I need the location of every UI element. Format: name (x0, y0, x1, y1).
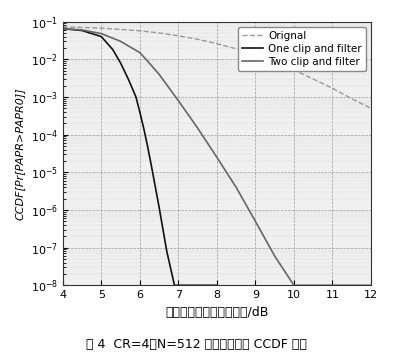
Legend: Orignal, One clip and filter, Two clip and filter: Orignal, One clip and filter, Two clip a… (238, 27, 366, 71)
Orignal (138, 29, 142, 33)
Orignal (311, 77, 316, 81)
One clip and filter (157, 205, 162, 209)
Line: One clip and filter: One clip and filter (63, 29, 217, 285)
Two clip and filter (234, 185, 239, 190)
One clip and filter (118, 61, 123, 65)
Two clip and filter (292, 283, 296, 288)
Two clip and filter (349, 283, 354, 288)
Orignal (369, 106, 373, 110)
One clip and filter (164, 249, 169, 253)
One clip and filter (172, 283, 177, 288)
X-axis label: 信号功率与平均功率之比/dB: 信号功率与平均功率之比/dB (165, 306, 268, 319)
Orignal (292, 68, 296, 72)
Orignal (80, 25, 84, 29)
Two clip and filter (311, 283, 316, 288)
Orignal (349, 97, 354, 101)
One clip and filter (61, 27, 65, 31)
Two clip and filter (145, 59, 150, 63)
Orignal (253, 53, 258, 57)
Y-axis label: CCDF[Pr[PAPR>PAPR0]]: CCDF[Pr[PAPR>PAPR0]] (15, 87, 25, 220)
Two clip and filter (176, 98, 181, 103)
Two clip and filter (138, 50, 142, 55)
One clip and filter (211, 283, 215, 288)
Two clip and filter (215, 155, 219, 159)
One clip and filter (99, 34, 104, 39)
Orignal (176, 34, 181, 38)
Orignal (61, 25, 65, 29)
Two clip and filter (118, 39, 123, 43)
Orignal (272, 60, 277, 64)
Two clip and filter (253, 219, 258, 223)
Two clip and filter (195, 126, 200, 130)
One clip and filter (80, 28, 84, 33)
Orignal (195, 37, 200, 42)
One clip and filter (134, 95, 138, 99)
One clip and filter (187, 283, 192, 288)
Orignal (107, 27, 111, 31)
One clip and filter (215, 283, 219, 288)
Orignal (234, 47, 239, 51)
Two clip and filter (61, 27, 65, 31)
One clip and filter (203, 283, 208, 288)
Line: Two clip and filter: Two clip and filter (63, 29, 371, 285)
Text: 图 4  CR=4，N=512 限幅滤波后的 CCDF 分布: 图 4 CR=4，N=512 限幅滤波后的 CCDF 分布 (86, 338, 307, 351)
Two clip and filter (157, 72, 162, 76)
One clip and filter (126, 77, 130, 81)
Two clip and filter (272, 254, 277, 258)
One clip and filter (149, 164, 154, 168)
Orignal (330, 86, 335, 91)
Orignal (118, 27, 123, 32)
One clip and filter (141, 126, 146, 130)
Two clip and filter (99, 32, 104, 36)
Line: Orignal: Orignal (63, 27, 371, 108)
One clip and filter (145, 144, 150, 148)
Orignal (157, 31, 162, 35)
Two clip and filter (80, 28, 84, 32)
Orignal (215, 42, 219, 46)
One clip and filter (195, 283, 200, 288)
One clip and filter (110, 48, 115, 52)
One clip and filter (180, 283, 185, 288)
One clip and filter (138, 110, 142, 114)
Two clip and filter (330, 283, 335, 288)
Two clip and filter (369, 283, 373, 288)
Orignal (99, 26, 104, 30)
